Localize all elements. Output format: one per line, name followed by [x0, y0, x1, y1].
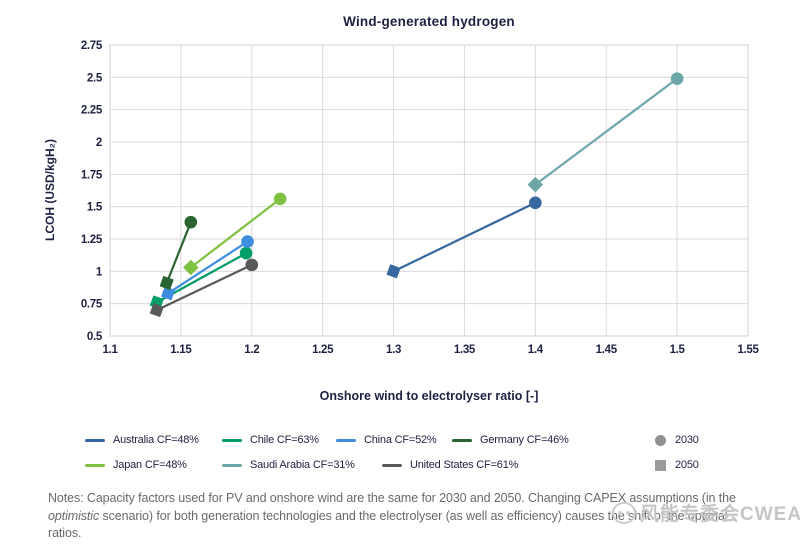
marker-2030-japan-cf-48	[273, 192, 287, 206]
marker-2030-united-states-cf-61	[245, 258, 259, 272]
plot-border	[109, 44, 749, 337]
x-tick-1.55: 1.55	[737, 344, 759, 356]
legend-label: Chile CF=63%	[250, 434, 319, 446]
series-australia-cf-48	[386, 196, 542, 279]
marker-2030-australia-cf-48	[529, 196, 542, 210]
legend-label: China CF=52%	[364, 434, 437, 446]
marker-2030-chile-cf-63	[239, 246, 253, 260]
y-tick-0.75: 0.75	[81, 299, 103, 311]
legend-item-japan-cf-48: Japan CF=48%	[85, 458, 187, 472]
legend-line-swatch	[222, 438, 242, 442]
legend-label: Saudi Arabia CF=31%	[250, 459, 355, 471]
square-marker-icon	[655, 459, 666, 471]
series-line	[190, 198, 281, 269]
marker-2030-germany-cf-46	[184, 215, 198, 229]
marker-2030-china-cf-52	[241, 235, 254, 248]
series-line	[165, 221, 192, 284]
legend-line-swatch	[85, 463, 105, 467]
marker-2050-germany-cf-46	[159, 275, 174, 291]
marker-2030-saudi-arabia-cf-31	[670, 72, 684, 85]
series-united-states-cf-61	[149, 258, 259, 318]
series-china-cf-52	[161, 235, 254, 301]
legend-item-china-cf-52: China CF=52%	[336, 433, 437, 447]
y-tick-2.75: 2.75	[81, 40, 103, 52]
legend-item-united-states-cf-61: United States CF=61%	[382, 458, 518, 472]
chart-title: Wind-generated hydrogen	[343, 14, 515, 29]
notes-part1: Notes: Capacity factors used for PV and …	[48, 491, 736, 505]
legend-line-swatch	[85, 438, 105, 442]
x-tick-1.2: 1.2	[244, 344, 259, 356]
legend-marker-label: 2030	[675, 434, 699, 446]
marker-2050-australia-cf-48	[386, 264, 401, 279]
series-japan-cf-48	[183, 192, 287, 276]
legend-line-swatch	[222, 463, 242, 467]
legend-label: Japan CF=48%	[113, 459, 187, 471]
legend-item-germany-cf-46: Germany CF=46%	[452, 433, 569, 447]
y-axis-title: LCOH (USD/kgH₂)	[43, 139, 57, 241]
x-tick-1.1: 1.1	[102, 344, 118, 356]
x-tick-1.35: 1.35	[454, 344, 476, 356]
series-line	[156, 263, 253, 312]
y-tick-1.75: 1.75	[81, 169, 103, 181]
x-axis-title: Onshore wind to electrolyser ratio [-]	[319, 389, 539, 403]
series-saudi-arabia-cf-31	[527, 72, 684, 193]
series-germany-cf-46	[159, 215, 198, 291]
notes-italic-word: optimistic	[48, 508, 100, 523]
x-tick-1.5: 1.5	[670, 344, 686, 356]
legend-label: Germany CF=46%	[480, 434, 569, 446]
y-tick-0.5: 0.5	[87, 331, 103, 343]
legend-line-swatch	[336, 438, 356, 442]
y-tick-1.5: 1.5	[87, 202, 103, 214]
legend-marker-2030: 2030	[655, 433, 699, 447]
y-tick-1: 1	[96, 266, 103, 278]
legend-item-chile-cf-63: Chile CF=63%	[222, 433, 319, 447]
x-tick-1.45: 1.45	[596, 344, 618, 356]
legend-marker-label: 2050	[675, 459, 699, 471]
notes-part2: scenario) for both generation technologi…	[48, 508, 728, 541]
legend-label: United States CF=61%	[410, 459, 519, 471]
x-tick-1.15: 1.15	[170, 344, 192, 356]
y-tick-2.5: 2.5	[87, 72, 103, 84]
legend-item-australia-cf-48: Australia CF=48%	[85, 433, 199, 447]
notes-text: Notes: Capacity factors used for PV and …	[48, 490, 764, 543]
legend-line-swatch	[382, 463, 402, 467]
marker-2050-china-cf-52	[161, 286, 176, 301]
x-tick-1.25: 1.25	[312, 344, 334, 356]
series-line	[167, 240, 249, 295]
x-tick-1.4: 1.4	[528, 344, 544, 356]
y-tick-2.25: 2.25	[81, 105, 103, 117]
circle-marker-icon	[655, 434, 666, 446]
y-tick-2: 2	[96, 137, 102, 149]
legend-line-swatch	[452, 438, 472, 442]
marker-2050-japan-cf-48	[183, 259, 199, 276]
series-line	[393, 201, 536, 273]
legend-marker-2050: 2050	[655, 458, 699, 472]
legend-label: Australia CF=48%	[113, 434, 199, 446]
x-tick-1.3: 1.3	[386, 344, 401, 356]
marker-2050-united-states-cf-61	[149, 303, 164, 318]
series-line	[534, 77, 678, 186]
legend-item-saudi-arabia-cf-31: Saudi Arabia CF=31%	[222, 458, 355, 472]
marker-2050-saudi-arabia-cf-31	[527, 176, 544, 193]
y-tick-1.25: 1.25	[81, 234, 103, 246]
